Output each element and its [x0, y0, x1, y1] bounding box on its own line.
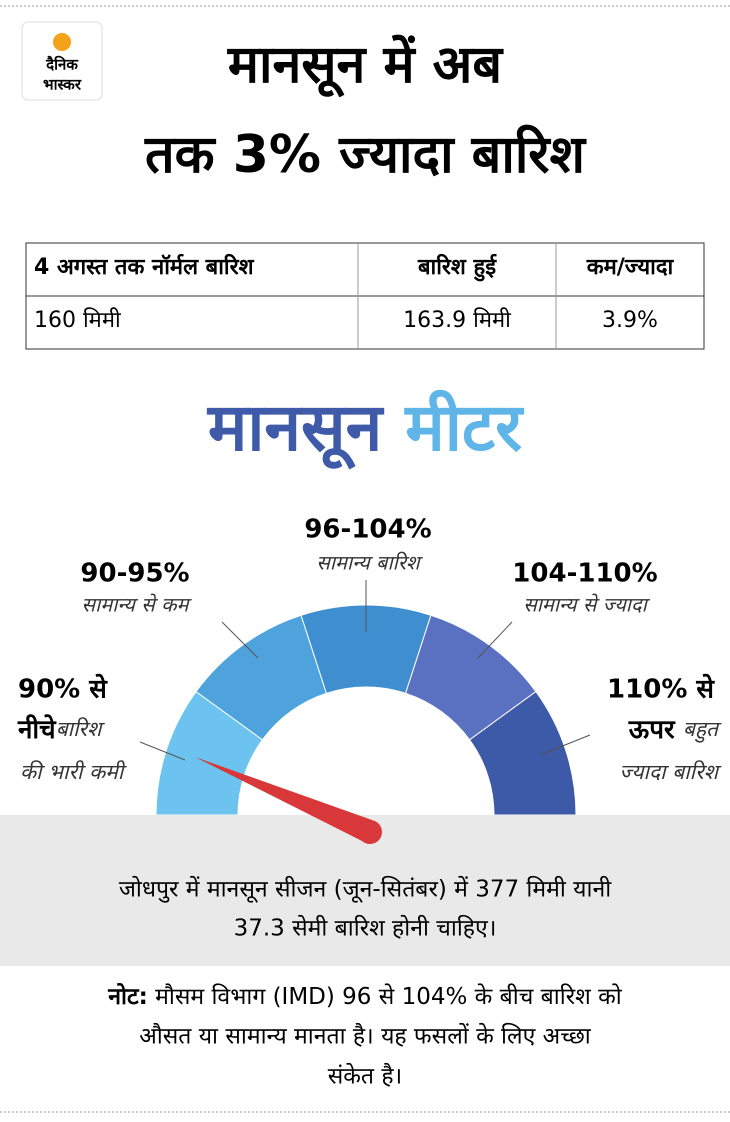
segment-label: बारिश	[56, 717, 105, 741]
logo: दैनिक भास्कर	[21, 21, 103, 101]
leader-line	[221, 621, 259, 659]
note-text: नोट: मौसम विभाग (IMD) 96 से 104% के बीच …	[107, 982, 622, 1010]
segment-label: बहुत	[683, 717, 722, 743]
table-header: कम/ज्यादा	[586, 255, 675, 280]
table-header: बारिश हुई	[417, 253, 497, 282]
meter-title-part: मीटर	[403, 389, 525, 466]
segment-range: 90% से	[18, 674, 108, 705]
segment-label: सामान्य से ज्यादा	[523, 593, 650, 617]
table: 4 अगस्त तक नॉर्मल बारिश बारिश हुई कम/ज्य…	[25, 242, 705, 350]
title: तक 3% ज्यादा बारिश	[144, 124, 587, 185]
segment-range: नीचे	[17, 714, 57, 745]
needle-body	[195, 757, 372, 844]
meter-title: मानसून मीटर	[206, 389, 525, 470]
needle-base	[358, 820, 382, 844]
info-text: जोधपुर में मानसून सीजन (जून-सितंबर) में …	[119, 876, 612, 904]
meter-title-part: मानसून	[206, 389, 385, 470]
table-cell: 160 मिमी	[34, 307, 121, 333]
table-cell: 163.9 मिमी	[403, 307, 511, 333]
needle	[195, 757, 382, 844]
note-line: औसत या सामान्य मानता है। यह फसलों के लिए…	[139, 1023, 592, 1050]
segment-label: की भारी कमी	[20, 760, 127, 784]
gauge	[155, 604, 577, 816]
note-line: मौसम विभाग (IMD) 96 से 104% के बीच बारिश…	[155, 983, 623, 1010]
logo-text: दैनिक	[45, 56, 79, 74]
leader-line	[139, 741, 186, 761]
segment-range: 90-95%	[80, 559, 189, 589]
leader-line	[539, 734, 591, 756]
table-header: 4 अगस्त तक नॉर्मल बारिश	[34, 253, 255, 280]
leader-line	[477, 621, 513, 659]
segment-range: 110% से	[607, 674, 715, 705]
note-line: संकेत है।	[328, 1063, 403, 1090]
logo-sun	[53, 33, 71, 51]
title: मानसून में अब	[227, 34, 504, 98]
segment-label: ज्यादा बारिश	[619, 760, 721, 784]
segment-text: ऊपर बहुत	[628, 715, 722, 745]
segment-text: नीचेबारिश	[17, 714, 105, 745]
segment-label: सामान्य से कम	[82, 593, 193, 617]
info-text: 37.3 सेमी बारिश होनी चाहिए।	[234, 915, 497, 942]
logo-box	[21, 21, 103, 101]
segment-label: सामान्य बारिश	[316, 551, 423, 575]
segment-range: 104-110%	[512, 559, 657, 589]
note-label: नोट:	[107, 982, 148, 1010]
logo-text: भास्कर	[43, 76, 82, 94]
leaders	[139, 580, 591, 761]
segment-range: 96-104%	[304, 515, 431, 545]
table-cell: 3.9%	[602, 308, 658, 333]
segment-range: ऊपर	[628, 715, 676, 745]
